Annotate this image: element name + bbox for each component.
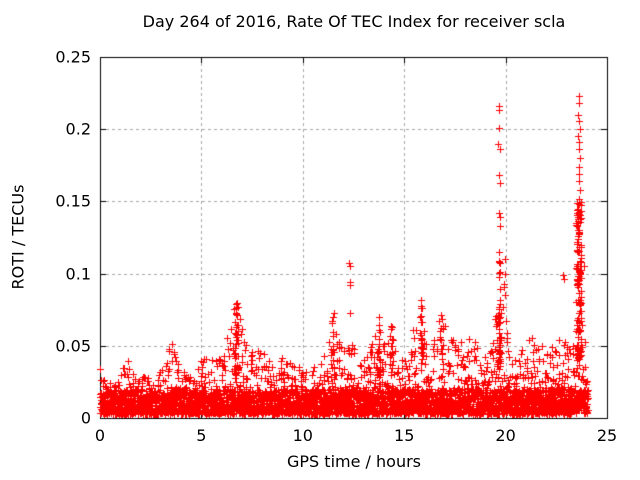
y-tick-label: 0.25 — [55, 47, 91, 67]
x-tick-label: 25 — [596, 426, 618, 445]
y-tick-label: 0.2 — [65, 119, 91, 139]
y-axis-label: ROTI / TECUs — [8, 184, 28, 290]
y-tick-label: 0 — [80, 408, 91, 428]
x-tick-label: 5 — [196, 426, 207, 445]
x-tick-label: 0 — [94, 426, 106, 445]
chart-title: Day 264 of 2016, Rate Of TEC Index for r… — [142, 12, 566, 31]
x-axis-label: GPS time / hours — [287, 452, 421, 471]
x-tick-label: 10 — [292, 426, 313, 445]
y-tick-label: 0.1 — [65, 264, 91, 284]
x-tick-label: 20 — [495, 426, 516, 445]
y-tick-label: 0.05 — [55, 336, 91, 356]
x-tick-label: 15 — [394, 426, 415, 445]
y-tick-label: 0.15 — [55, 191, 91, 211]
